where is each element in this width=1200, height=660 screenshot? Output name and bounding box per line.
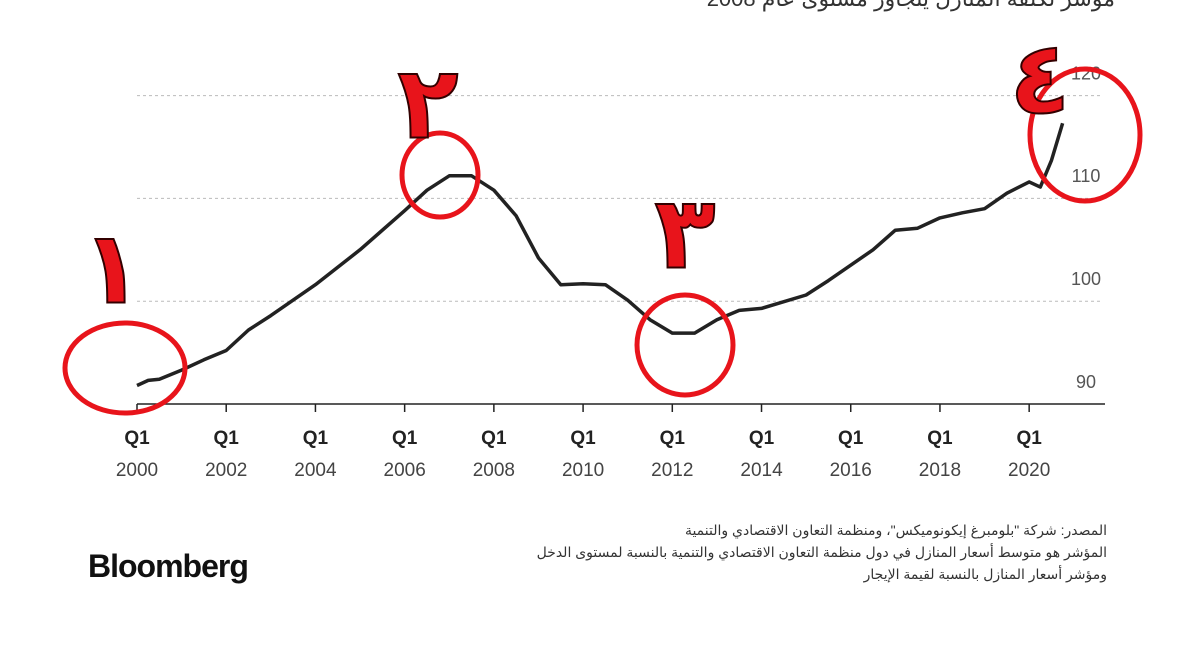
annotation-circle xyxy=(1027,66,1143,204)
annotation-circles xyxy=(62,66,1143,416)
annotation: ٣ xyxy=(654,174,715,291)
x-tick-label: Q1 2000 xyxy=(115,428,159,481)
source-note: المؤشر هو متوسط أسعار المنازل في دول منظ… xyxy=(536,544,1107,560)
y-tick-label: 120 xyxy=(1071,63,1101,83)
y-tick-label: 100 xyxy=(1071,269,1101,289)
x-tick-label: Q1 2010 xyxy=(561,428,605,481)
x-tick-label: Q1 2008 xyxy=(472,428,515,481)
annotation: ٢ xyxy=(397,44,458,161)
y-tick-label: 110 xyxy=(1072,166,1101,186)
x-tick-label: Q1 2002 xyxy=(205,428,248,481)
x-tick-label: Q1 2020 xyxy=(1008,428,1051,481)
x-tick-label: Q1 2018 xyxy=(918,428,962,481)
annotation-circle xyxy=(634,292,736,398)
annotation: ١ xyxy=(81,209,142,326)
source-note: ومؤشر أسعار المنازل بالنسبة لقيمة الإيجا… xyxy=(863,566,1107,582)
annotation: ٤ xyxy=(1009,19,1070,136)
source-note: المصدر: شركة "بلومبرغ إيكونوميكس"، ومنظم… xyxy=(684,522,1107,538)
plot-area: 90 100 110 120 xyxy=(136,63,1105,412)
x-tick-label: Q1 2006 xyxy=(383,428,426,481)
x-tick-label: Q1 2012 xyxy=(651,428,694,481)
brand-logo: Bloomberg xyxy=(88,548,249,584)
annotation-circle xyxy=(399,130,481,220)
x-tick-label: Q1 2004 xyxy=(294,428,337,481)
y-tick-label: 90 xyxy=(1076,372,1096,392)
line-series xyxy=(136,122,1065,388)
x-tick-label: Q1 2014 xyxy=(740,428,783,481)
annotation-circle xyxy=(62,320,188,416)
chart-title: مؤشر تكلفة المنازل يتجاوز مستوى عام 2008 xyxy=(707,0,1115,12)
x-tick-label: Q1 2016 xyxy=(829,428,872,481)
